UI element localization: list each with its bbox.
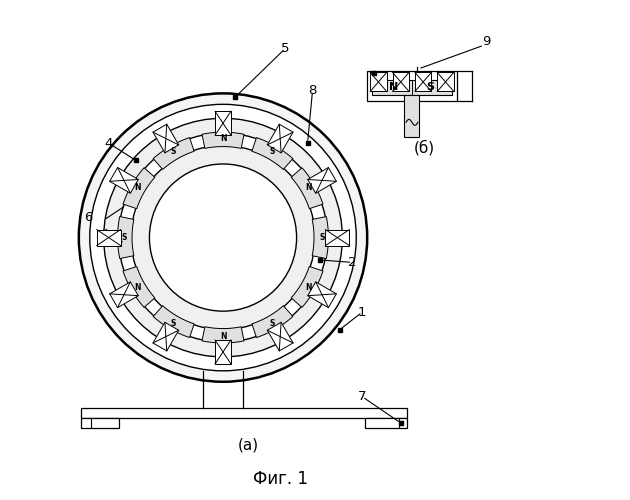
Text: N: N: [306, 184, 312, 192]
Text: 2: 2: [348, 256, 357, 269]
Polygon shape: [312, 216, 328, 258]
Text: S: S: [270, 147, 275, 156]
Text: N: N: [389, 82, 398, 92]
Polygon shape: [326, 230, 349, 246]
Text: 6: 6: [84, 211, 93, 224]
Circle shape: [131, 146, 315, 330]
Text: 8: 8: [308, 84, 317, 98]
Polygon shape: [202, 326, 244, 343]
Polygon shape: [215, 112, 231, 135]
Polygon shape: [252, 138, 293, 170]
Text: N: N: [220, 134, 226, 143]
Text: 7: 7: [358, 390, 367, 403]
Text: N: N: [134, 184, 140, 192]
Bar: [367, 71, 457, 101]
Polygon shape: [123, 168, 155, 208]
Text: 9: 9: [483, 34, 491, 48]
Bar: [81, 408, 407, 418]
Polygon shape: [202, 132, 244, 148]
Text: (a): (a): [238, 438, 258, 453]
Text: N: N: [220, 332, 226, 342]
Text: 5: 5: [281, 42, 289, 55]
Polygon shape: [267, 124, 293, 153]
Polygon shape: [153, 306, 194, 338]
Polygon shape: [291, 266, 323, 308]
Circle shape: [118, 133, 328, 342]
Polygon shape: [370, 72, 387, 92]
Polygon shape: [118, 216, 134, 258]
Bar: [372, 80, 452, 95]
Polygon shape: [153, 138, 194, 170]
Text: 1: 1: [358, 306, 367, 318]
Polygon shape: [110, 282, 139, 308]
Text: 3: 3: [229, 223, 238, 237]
Text: S: S: [427, 82, 434, 92]
Text: 4: 4: [105, 136, 113, 149]
Polygon shape: [267, 322, 293, 351]
Polygon shape: [252, 306, 293, 338]
Circle shape: [149, 164, 297, 311]
Text: (б): (б): [414, 140, 435, 156]
Polygon shape: [79, 94, 367, 382]
Text: N: N: [306, 282, 312, 292]
Polygon shape: [97, 230, 120, 246]
Polygon shape: [307, 282, 336, 308]
Polygon shape: [415, 72, 432, 92]
Text: N: N: [134, 282, 140, 292]
Polygon shape: [153, 124, 179, 153]
Text: Фиг. 1: Фиг. 1: [253, 470, 307, 488]
Polygon shape: [437, 72, 454, 92]
Bar: [404, 95, 420, 137]
Polygon shape: [307, 168, 336, 193]
Circle shape: [104, 118, 342, 357]
Polygon shape: [110, 168, 139, 193]
Polygon shape: [392, 72, 409, 92]
Polygon shape: [215, 340, 231, 364]
Bar: [365, 418, 407, 428]
Text: S: S: [319, 233, 325, 242]
Polygon shape: [123, 266, 155, 308]
Text: S: S: [171, 147, 176, 156]
Text: S: S: [171, 319, 176, 328]
Text: S: S: [121, 233, 127, 242]
Bar: [81, 418, 118, 428]
Polygon shape: [153, 322, 179, 351]
Polygon shape: [291, 168, 323, 208]
Text: S: S: [270, 319, 275, 328]
